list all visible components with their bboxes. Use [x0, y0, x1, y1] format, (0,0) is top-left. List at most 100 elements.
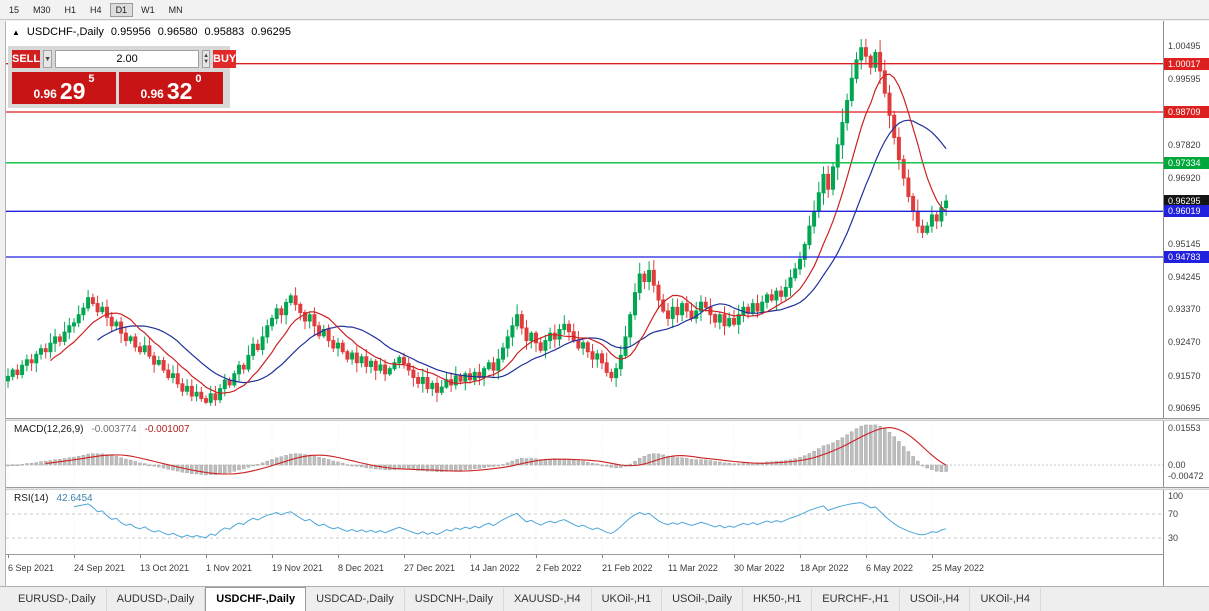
date-label: 19 Nov 2021 [272, 563, 324, 573]
price-axis-label: 0.96920 [1168, 173, 1201, 183]
sell-price-pip: 5 [88, 73, 95, 85]
rsi-label: RSI(14) [14, 493, 49, 504]
ohlc-low: 0.95883 [204, 26, 245, 38]
date-tick [470, 555, 471, 558]
price-tag: 0.98709 [1164, 106, 1209, 118]
chevron-up-icon: ▲ [203, 53, 210, 59]
rsi-value: 42.6454 [56, 493, 93, 504]
volume-input[interactable] [55, 50, 200, 68]
price-axis-label: 0.97820 [1168, 140, 1201, 150]
price-axis-label: 0.94245 [1168, 272, 1201, 282]
chart-tab-eurchf-h1[interactable]: EURCHF-,H1 [812, 588, 900, 611]
symbol-title: USDCHF-,Daily [26, 26, 104, 38]
chevron-down-icon: ▼ [203, 59, 210, 65]
volume-spinner[interactable]: ▲ ▼ [202, 50, 211, 68]
date-tick [8, 555, 9, 558]
price-axis-label: 0.90695 [1168, 403, 1201, 413]
sell-price-main: 29 [59, 78, 86, 104]
date-label: 13 Oct 2021 [140, 563, 190, 573]
price-axis-label: 1.00495 [1168, 41, 1201, 51]
rsi-plot[interactable] [6, 490, 1163, 554]
sell-price-prefix: 0.96 [33, 87, 57, 101]
chart-tab-usdcnh-daily[interactable]: USDCNH-,Daily [405, 588, 504, 611]
date-label: 6 May 2022 [866, 563, 914, 573]
macd-axis-label: -0.00472 [1168, 471, 1204, 481]
panel-splitter[interactable] [6, 487, 1209, 490]
date-tick [602, 555, 603, 558]
price-tag: 0.96295 [1164, 195, 1209, 207]
price-axis-label: 0.99595 [1168, 74, 1201, 84]
timeframe-h1[interactable]: H1 [64, 4, 77, 15]
macd-header: MACD(12,26,9) -0.003774 -0.001007 [14, 424, 190, 435]
chart-tab-ukoil-h1[interactable]: UKOil-,H1 [592, 588, 663, 611]
date-label: 8 Dec 2021 [338, 563, 385, 573]
date-label: 21 Feb 2022 [602, 563, 653, 573]
date-label: 24 Sep 2021 [74, 563, 126, 573]
candlestick-plot[interactable] [6, 21, 1163, 418]
timeframe-w1[interactable]: W1 [141, 4, 155, 15]
symbol-collapse-icon[interactable]: ▲ [12, 27, 20, 37]
buy-price-main: 32 [166, 78, 193, 104]
buy-price-display[interactable]: 0.96 32 0 [119, 72, 223, 104]
rsi-axis-label: 70 [1168, 509, 1179, 519]
chart-tab-usdcad-daily[interactable]: USDCAD-,Daily [306, 588, 405, 611]
buy-button[interactable]: BUY [213, 50, 237, 68]
order-type-dropdown[interactable]: ▼ [43, 50, 53, 68]
macd-label: MACD(12,26,9) [14, 424, 84, 435]
chart-tab-hk50-h1[interactable]: HK50-,H1 [743, 588, 813, 611]
chevron-down-icon: ▼ [44, 55, 52, 63]
chart-tab-eurusd-daily[interactable]: EURUSD-,Daily [8, 588, 107, 611]
date-tick [338, 555, 339, 558]
macd-main-value: -0.003774 [91, 424, 137, 435]
date-label: 27 Dec 2021 [404, 563, 456, 573]
sell-button[interactable]: SELL [12, 50, 41, 68]
rsi-header: RSI(14) 42.6454 [14, 493, 93, 504]
chart-window-border [5, 21, 6, 586]
date-tick [536, 555, 537, 558]
date-label: 25 May 2022 [932, 563, 985, 573]
rsi-axis-label: 100 [1168, 491, 1184, 501]
indicator-line [73, 502, 947, 539]
date-tick [800, 555, 801, 558]
chart-tab-usoil-h4[interactable]: USOil-,H4 [900, 588, 971, 611]
macd-plot[interactable] [6, 421, 1163, 487]
timeframe-toolbar: 15 M30 H1 H4 D1 W1 MN [0, 0, 1209, 20]
panel-splitter[interactable] [6, 418, 1209, 421]
date-label: 2 Feb 2022 [536, 563, 582, 573]
price-axis-label: 0.93370 [1168, 304, 1201, 314]
sell-price-display[interactable]: 0.96 29 5 [12, 72, 116, 104]
date-tick [734, 555, 735, 558]
rsi-axis-label: 30 [1168, 533, 1179, 543]
chart-tab-audusd-daily[interactable]: AUDUSD-,Daily [107, 588, 206, 611]
date-tick [866, 555, 867, 558]
date-tick [206, 555, 207, 558]
chart-tab-xauusd-h4[interactable]: XAUUSD-,H4 [504, 588, 592, 611]
buy-price-prefix: 0.96 [140, 87, 164, 101]
chart-tab-ukoil-h4[interactable]: UKOil-,H4 [970, 588, 1041, 611]
date-label: 30 Mar 2022 [734, 563, 785, 573]
one-click-trading-panel: SELL ▼ ▲▼ BUY 0.96 29 5 0.96 32 0 [8, 46, 237, 108]
indicator-line [45, 427, 947, 475]
price-axis[interactable]: 1.00495 0.99595 0.97820 0.96920 0.95145 0.942… [1163, 21, 1209, 586]
date-tick [668, 555, 669, 558]
date-label: 6 Sep 2021 [8, 563, 55, 573]
timeframe-15[interactable]: 15 [9, 4, 20, 15]
price-tag: 1.00017 [1164, 58, 1209, 70]
date-label: 18 Apr 2022 [800, 563, 849, 573]
date-tick [74, 555, 75, 558]
timeframe-mn[interactable]: MN [168, 4, 183, 15]
chart-tab-usdchf-daily[interactable]: USDCHF-,Daily [205, 587, 307, 611]
ohlc-header: ▲ USDCHF-,Daily 0.95956 0.96580 0.95883 … [12, 26, 291, 38]
date-label: 1 Nov 2021 [206, 563, 253, 573]
macd-axis-label: 0.01553 [1168, 423, 1201, 433]
ohlc-open: 0.95956 [110, 26, 151, 38]
indicator-line [97, 119, 947, 384]
date-label: 11 Mar 2022 [668, 563, 718, 573]
timeframe-h4[interactable]: H4 [90, 4, 102, 15]
timeframe-m30[interactable]: M30 [33, 4, 51, 15]
date-axis[interactable]: 6 Sep 2021 24 Sep 2021 13 Oct 2021 1 Nov 20… [6, 554, 1163, 586]
date-tick [404, 555, 405, 558]
chart-tab-usoil-daily[interactable]: USOil-,Daily [662, 588, 743, 611]
timeframe-d1[interactable]: D1 [109, 2, 134, 17]
